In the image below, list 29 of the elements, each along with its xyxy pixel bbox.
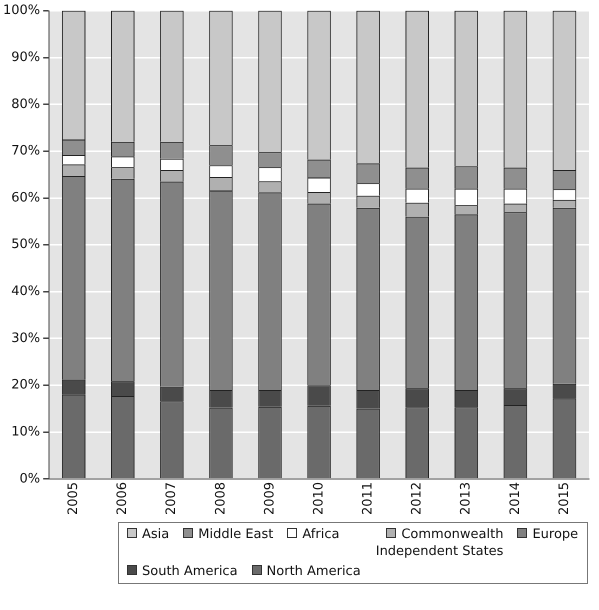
legend-label: Africa	[301, 526, 340, 544]
y-tick-label: 30%	[11, 330, 40, 346]
x-tick-label: 2010	[311, 482, 326, 516]
x-tick-label: 2008	[213, 482, 228, 516]
legend-label: North America	[266, 563, 361, 580]
y-tick-label: 80%	[11, 96, 40, 112]
legend-label: Commonwealth Independent States	[374, 526, 504, 560]
y-tick-label: 60%	[11, 190, 40, 206]
x-tick-label: 2013	[458, 482, 474, 516]
y-tick-label: 100%	[2, 3, 40, 18]
legend-label: South America	[141, 563, 238, 580]
x-tick-label: 2012	[410, 482, 425, 516]
y-tick-label: 50%	[11, 237, 40, 252]
x-tick-label: 2006	[115, 482, 130, 516]
x-tick-label: 2011	[360, 482, 376, 516]
y-tick-label: 90%	[11, 50, 40, 65]
legend-label: Middle East	[197, 526, 274, 544]
x-tick-label: 2015	[556, 482, 572, 516]
legend-label: Asia	[141, 526, 170, 544]
x-tick-label: 2014	[508, 482, 523, 516]
y-tick-label: 20%	[11, 378, 40, 393]
legend-label: Europe	[531, 526, 578, 544]
y-tick-label: 10%	[11, 424, 40, 440]
y-tick-label: 0%	[20, 471, 40, 486]
y-tick-label: 40%	[11, 284, 40, 300]
x-tick-label: 2009	[262, 482, 278, 516]
x-tick-label: 2007	[164, 482, 180, 516]
y-tick-label: 70%	[11, 144, 40, 159]
x-tick-label: 2005	[66, 482, 82, 516]
